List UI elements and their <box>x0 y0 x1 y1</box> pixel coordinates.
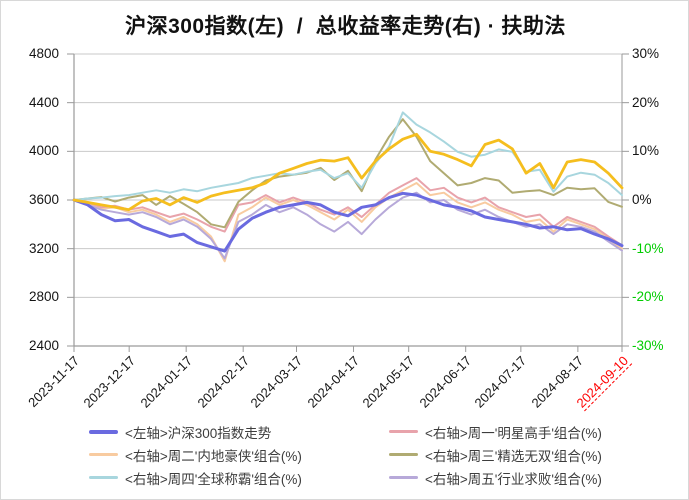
series-line-tuesday-neidihaoxia <box>73 182 623 263</box>
left-axis-tick-label: 2800 <box>28 289 59 305</box>
right-axis-tick-label: 0% <box>632 192 652 207</box>
left-axis-tick-label: 4400 <box>28 94 59 110</box>
legend-swatch-csi300 <box>89 429 118 434</box>
legend-label: <右轴>周二'内地豪侠'组合(%) <box>125 448 302 464</box>
left-axis-tick-label: 3600 <box>28 192 59 207</box>
right-axis-tick-label: -10% <box>632 240 664 256</box>
legend-label: <左轴>沪深300指数走势 <box>125 425 272 441</box>
right-axis-tick-label: -20% <box>632 289 664 305</box>
legend-label: <右轴>周三'精选无双'组合(%) <box>425 448 602 464</box>
right-axis-tick-label: -30% <box>632 338 664 353</box>
legend-item-thursday: <右轴>周四'全球称霸'组合(%) <box>89 468 389 488</box>
legend-label: <右轴>周五'行业求败'组合(%) <box>425 471 602 487</box>
series-line-wednesday-jingxuanwushuang <box>73 118 623 229</box>
legend-item-monday: <右轴>周一'明星高手'组合(%) <box>389 422 669 442</box>
legend-label: <右轴>周四'全球称霸'组合(%) <box>125 471 302 487</box>
legend: <左轴>沪深300指数走势 <右轴>周一'明星高手'组合(%) <右轴>周二'内… <box>89 420 669 489</box>
series-line-unlabeled-gold <box>72 132 624 212</box>
legend-item-csi300: <左轴>沪深300指数走势 <box>89 422 389 442</box>
legend-swatch-friday <box>389 476 418 479</box>
left-axis-tick-label: 4000 <box>28 143 59 159</box>
series-line-csi300-index <box>72 191 624 253</box>
right-axis-tick-label: 10% <box>632 143 660 159</box>
left-axis-tick-label: 4800 <box>28 46 59 61</box>
legend-swatch-wednesday <box>389 453 418 456</box>
legend-label: <右轴>周一'明星高手'组合(%) <box>425 425 602 441</box>
left-axis-tick-label: 3200 <box>28 240 59 256</box>
legend-item-tuesday: <右轴>周二'内地豪侠'组合(%) <box>89 445 389 465</box>
chart-title: 沪深300指数(左) / 总收益率走势(右) · 扶助法 <box>125 15 566 38</box>
legend-swatch-thursday <box>89 476 118 479</box>
right-axis-tick-label: 20% <box>632 94 660 110</box>
right-axis-tick-label: 30% <box>632 46 660 61</box>
left-axis-tick-label: 2400 <box>28 338 59 353</box>
series-line-thursday-quanqiuchengba <box>73 111 623 201</box>
legend-item-wednesday: <右轴>周三'精选无双'组合(%) <box>389 445 669 465</box>
legend-swatch-tuesday <box>89 453 118 456</box>
legend-item-friday: <右轴>周五'行业求败'组合(%) <box>389 468 669 488</box>
series-line-monday-mingxinggaoshou <box>73 177 623 247</box>
legend-swatch-monday <box>389 430 418 433</box>
